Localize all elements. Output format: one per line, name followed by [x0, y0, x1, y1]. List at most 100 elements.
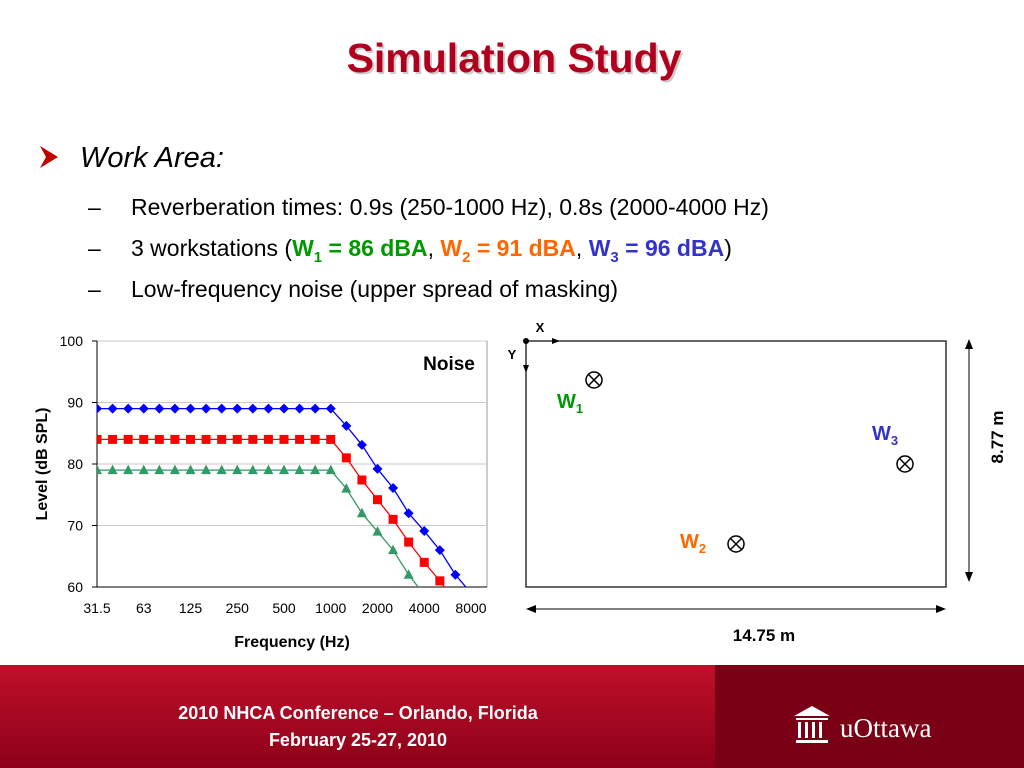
data-point: [325, 464, 336, 475]
data-point: [232, 403, 243, 414]
data-point: [435, 576, 445, 586]
data-point: [138, 403, 149, 414]
worker-name: W: [557, 391, 576, 413]
subscript: 2: [462, 249, 470, 266]
data-point: [123, 464, 134, 475]
data-point: [107, 464, 118, 475]
data-point: [263, 464, 274, 475]
data-point: [263, 434, 273, 444]
worker-symbol: [727, 535, 745, 553]
y-axis-label: Level (dB SPL): [34, 408, 51, 521]
data-point: [169, 403, 180, 414]
data-point: [325, 403, 336, 414]
data-point: [356, 439, 367, 450]
data-point: [154, 403, 165, 414]
data-point: [341, 483, 352, 493]
data-point: [216, 464, 227, 475]
data-point: [279, 464, 289, 475]
data-point: [201, 434, 211, 444]
y-axis-name: Y: [508, 347, 517, 362]
data-point: [201, 464, 212, 475]
subscript: 1: [314, 249, 322, 266]
worker-cross: [729, 537, 743, 551]
data-point: [356, 507, 367, 518]
subscript: 1: [576, 401, 583, 416]
data-point: [404, 537, 414, 547]
y-tick-label: 60: [67, 579, 83, 595]
y-arrowhead: [523, 365, 529, 373]
x-tick-label: 2000: [362, 600, 393, 616]
data-point: [186, 434, 195, 444]
data-point: [201, 403, 212, 414]
workstation-name: W: [440, 235, 462, 261]
data-point: [341, 453, 351, 463]
data-point: [247, 464, 258, 475]
data-point: [248, 434, 258, 444]
chart: Noise Frequency (Hz) Level (dB SPL) 60 70…: [34, 333, 488, 651]
worker-symbol: [896, 455, 914, 473]
bullet-text: Work Area:: [80, 142, 224, 174]
worker-symbol: [585, 371, 603, 389]
slide-title: Simulation Study: [347, 35, 682, 81]
workstation-name: W: [589, 235, 611, 261]
subscript: 3: [891, 433, 898, 448]
x-axis-label: Frequency (Hz): [234, 634, 350, 651]
logo-icon: [794, 706, 830, 743]
data-point: [97, 434, 102, 444]
subscript: 3: [610, 249, 618, 266]
data-point: [466, 588, 476, 598]
data-point: [419, 589, 429, 599]
workstation-level: = 91 dBA: [470, 235, 575, 261]
data-point: [341, 420, 352, 431]
x-tick-label: 250: [226, 600, 250, 616]
text-run: 3 workstations (: [131, 235, 292, 261]
data-point: [295, 434, 305, 444]
data-point: [185, 403, 196, 414]
worker-name: W: [680, 531, 699, 553]
workstation-name: W: [292, 235, 314, 261]
sub-bullet: Reverberation times: 0.9s (250-1000 Hz),…: [131, 194, 769, 220]
y-tick-label: 70: [67, 518, 83, 534]
worker-label: W1: [557, 391, 583, 416]
room: [525, 340, 947, 588]
data-point: [294, 403, 305, 414]
data-point: [372, 526, 383, 536]
data-point: [372, 463, 383, 474]
data-point: [403, 569, 414, 579]
x-tick-label: 4000: [409, 600, 440, 616]
text-run: ): [724, 235, 732, 261]
data-point: [279, 434, 289, 444]
data-point: [185, 464, 196, 475]
width-label: 14.75 m: [733, 626, 795, 645]
y-tick-label: 80: [67, 456, 83, 472]
data-point: [310, 403, 321, 414]
data-point: [107, 403, 118, 414]
title-shadow: Simulation Study: [349, 37, 684, 83]
data-point: [216, 403, 227, 414]
data-point: [217, 434, 227, 444]
x-arrowhead: [552, 338, 560, 344]
data-point: [232, 434, 242, 444]
sub-bullet: 3 workstations (W1 = 86 dBA, W2 = 91 dBA…: [131, 235, 732, 266]
x-tick-label: 63: [136, 600, 152, 616]
plot-layer: [97, 403, 476, 599]
dash: –: [88, 276, 101, 302]
depth-label: 8.77 m: [988, 411, 1007, 464]
x-tick-label: 8000: [455, 600, 486, 616]
data-point: [154, 464, 165, 475]
data-point: [123, 403, 134, 414]
worker-cross: [898, 457, 912, 471]
data-point: [403, 508, 414, 519]
separator: ,: [428, 235, 441, 261]
dash: –: [88, 194, 101, 220]
data-point: [419, 526, 430, 537]
worker-name: W: [872, 423, 891, 445]
data-point: [154, 434, 164, 444]
chart-annotation: Noise: [423, 354, 475, 375]
data-point: [310, 434, 320, 444]
data-point: [450, 569, 461, 580]
data-point: [170, 434, 180, 444]
data-point: [232, 464, 243, 475]
